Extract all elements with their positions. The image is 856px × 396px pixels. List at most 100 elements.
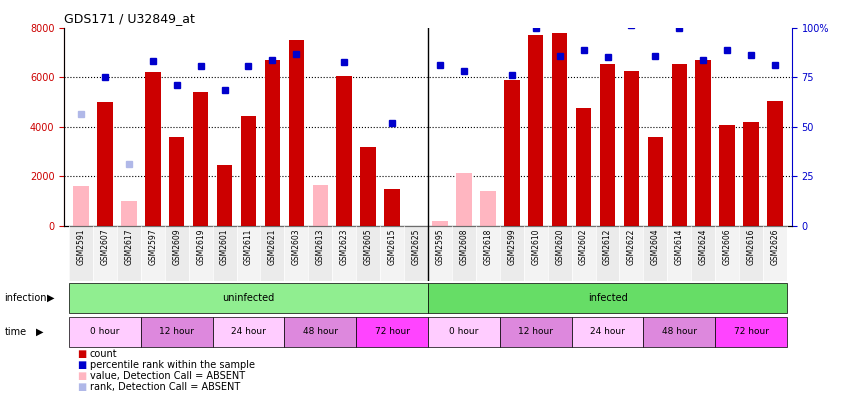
Bar (719, 126, 735, 226)
Text: rank, Detection Call = ABSENT: rank, Detection Call = ABSENT (90, 382, 241, 392)
Text: count: count (90, 349, 117, 359)
Bar (69, 226, 93, 281)
Bar (260, 226, 284, 281)
Text: GSM2622: GSM2622 (627, 228, 636, 265)
Bar (265, 60, 280, 226)
Text: GSM2624: GSM2624 (698, 228, 708, 265)
Bar (504, 80, 520, 226)
Bar (716, 316, 787, 347)
Bar (767, 101, 783, 226)
Text: GSM2616: GSM2616 (746, 228, 756, 265)
Text: GSM2605: GSM2605 (364, 228, 372, 265)
Text: GSM2609: GSM2609 (172, 228, 181, 265)
Text: uninfected: uninfected (223, 293, 275, 303)
Text: percentile rank within the sample: percentile rank within the sample (90, 360, 255, 370)
Text: GSM2591: GSM2591 (76, 228, 86, 265)
Bar (624, 71, 639, 226)
Bar (236, 226, 260, 281)
Bar (404, 226, 428, 281)
Text: ■: ■ (77, 371, 86, 381)
Text: ■: ■ (77, 360, 86, 370)
Text: time: time (4, 327, 27, 337)
Bar (93, 226, 117, 281)
Bar (164, 226, 188, 281)
Text: 48 hour: 48 hour (303, 327, 338, 336)
Text: GSM2620: GSM2620 (556, 228, 564, 265)
Text: infection: infection (4, 293, 47, 303)
Text: GSM2602: GSM2602 (579, 228, 588, 265)
Bar (528, 35, 544, 226)
Text: GSM2623: GSM2623 (340, 228, 348, 265)
Text: 72 hour: 72 hour (734, 327, 769, 336)
Bar (121, 201, 137, 226)
Text: GSM2610: GSM2610 (532, 228, 540, 265)
Text: GSM2613: GSM2613 (316, 228, 324, 265)
Bar (188, 226, 212, 281)
Bar (671, 64, 687, 226)
Text: GSM2606: GSM2606 (722, 228, 732, 265)
Bar (692, 226, 716, 281)
Bar (648, 137, 663, 226)
Bar (500, 316, 572, 347)
Text: 72 hour: 72 hour (375, 327, 410, 336)
Text: GSM2601: GSM2601 (220, 228, 229, 265)
Text: GSM2618: GSM2618 (484, 228, 492, 265)
Bar (69, 283, 428, 313)
Bar (169, 137, 185, 226)
Bar (524, 226, 548, 281)
Bar (620, 226, 644, 281)
Bar (695, 60, 711, 226)
Bar (576, 108, 591, 226)
Bar (428, 316, 500, 347)
Text: ▶: ▶ (36, 327, 44, 337)
Bar (456, 173, 472, 226)
Bar (145, 72, 161, 226)
Text: value, Detection Call = ABSENT: value, Detection Call = ABSENT (90, 371, 245, 381)
Text: 24 hour: 24 hour (590, 327, 625, 336)
Bar (332, 226, 356, 281)
Text: GSM2612: GSM2612 (603, 228, 612, 265)
Bar (140, 226, 164, 281)
Bar (743, 122, 759, 226)
Text: GSM2595: GSM2595 (436, 228, 444, 265)
Bar (500, 226, 524, 281)
Bar (476, 226, 500, 281)
Bar (360, 147, 376, 226)
Bar (596, 226, 620, 281)
Text: 12 hour: 12 hour (159, 327, 194, 336)
Bar (356, 226, 380, 281)
Text: GSM2599: GSM2599 (508, 228, 516, 265)
Bar (716, 226, 739, 281)
Bar (668, 226, 692, 281)
Text: GSM2621: GSM2621 (268, 228, 277, 265)
Bar (97, 102, 113, 226)
Text: 0 hour: 0 hour (90, 327, 120, 336)
Text: 0 hour: 0 hour (449, 327, 479, 336)
Bar (212, 226, 236, 281)
Bar (552, 32, 568, 226)
Bar (428, 283, 787, 313)
Bar (69, 316, 140, 347)
Bar (284, 316, 356, 347)
Bar (284, 226, 308, 281)
Text: GDS171 / U32849_at: GDS171 / U32849_at (64, 12, 195, 25)
Text: ■: ■ (77, 382, 86, 392)
Text: GSM2619: GSM2619 (196, 228, 205, 265)
Bar (312, 185, 328, 226)
Text: 24 hour: 24 hour (231, 327, 266, 336)
Text: ▶: ▶ (47, 293, 55, 303)
Bar (117, 226, 140, 281)
Text: 12 hour: 12 hour (518, 327, 553, 336)
Text: GSM2614: GSM2614 (675, 228, 684, 265)
Bar (380, 226, 404, 281)
Bar (432, 221, 448, 226)
Bar (480, 191, 496, 226)
Bar (336, 76, 352, 226)
Bar (73, 186, 89, 226)
Bar (140, 316, 212, 347)
Bar (644, 316, 716, 347)
Text: GSM2625: GSM2625 (412, 228, 420, 265)
Bar (572, 316, 644, 347)
Bar (193, 92, 208, 226)
Text: GSM2597: GSM2597 (148, 228, 158, 265)
